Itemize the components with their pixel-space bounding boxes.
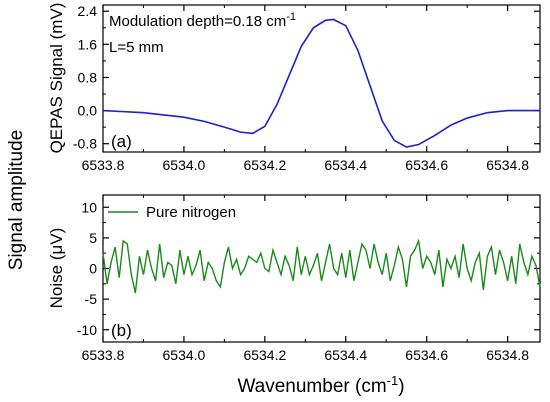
panel-a-ticks (102, 5, 540, 152)
x-tick-label: 6534.4 (324, 347, 367, 363)
y-tick-label: 0.0 (78, 103, 98, 119)
panel-b-noise-line (102, 238, 541, 294)
panel-a-annotation-depth: Modulation depth=0.18 cm-1 (109, 11, 296, 30)
panel-b-ylabel: Noise (μV) (47, 228, 66, 309)
x-tick-label: 6534.8 (486, 157, 529, 173)
y-tick-label: 10 (81, 199, 97, 215)
panel-a-label: (a) (111, 132, 132, 151)
y-tick-label: 1.6 (78, 36, 98, 52)
x-tick-label: 6534.0 (163, 157, 206, 173)
y-tick-label: -10 (77, 322, 97, 338)
panel-a: 6533.8 6534.0 6534.2 6534.4 6534.6 6534.8 2.4… (47, 3, 541, 173)
y-tick-label: 5 (89, 230, 97, 246)
panel-b: 6533.8 6534.0 6534.2 6534.4 6534.6 6534.8 10 5… (47, 194, 541, 363)
y-tick-label: 2.4 (78, 3, 98, 19)
x-tick-label: 6533.8 (82, 157, 125, 173)
x-tick-label: 6533.8 (82, 347, 125, 363)
panel-a-ylabel: QEPAS Signal (mV) (47, 3, 66, 154)
shared-ylabel: Signal amplitude (6, 130, 27, 270)
panel-b-label: (b) (111, 321, 132, 340)
y-tick-label: -5 (85, 291, 98, 307)
y-tick-label: 0 (89, 261, 97, 277)
panel-a-frame (102, 4, 541, 153)
x-tick-label: 6534.4 (324, 157, 367, 173)
panel-b-legend-label: Pure nitrogen (146, 204, 236, 221)
x-axis-label: Wavenumber (cm-1) (237, 373, 404, 397)
x-tick-label: 6534.2 (243, 347, 286, 363)
x-tick-label: 6534.6 (405, 347, 448, 363)
x-tick-label: 6534.2 (243, 157, 286, 173)
x-tick-label: 6534.0 (163, 347, 206, 363)
panel-b-x-tick-labels: 6533.8 6534.0 6534.2 6534.4 6534.6 6534.8 (82, 347, 530, 363)
x-tick-label: 6534.6 (405, 157, 448, 173)
panel-a-y-tick-labels: 2.4 1.6 0.8 0.0 -0.8 (73, 3, 97, 152)
panel-a-annotation-length: L=5 mm (109, 39, 164, 56)
y-tick-label: -0.8 (73, 136, 97, 152)
x-tick-label: 6534.8 (486, 347, 529, 363)
panel-a-x-tick-labels: 6533.8 6534.0 6534.2 6534.4 6534.6 6534.8 (82, 157, 530, 173)
panel-a-signal-line (102, 18, 540, 148)
panel-b-y-tick-labels: 10 5 0 -5 -10 (77, 199, 97, 338)
y-tick-label: 0.8 (78, 69, 98, 85)
